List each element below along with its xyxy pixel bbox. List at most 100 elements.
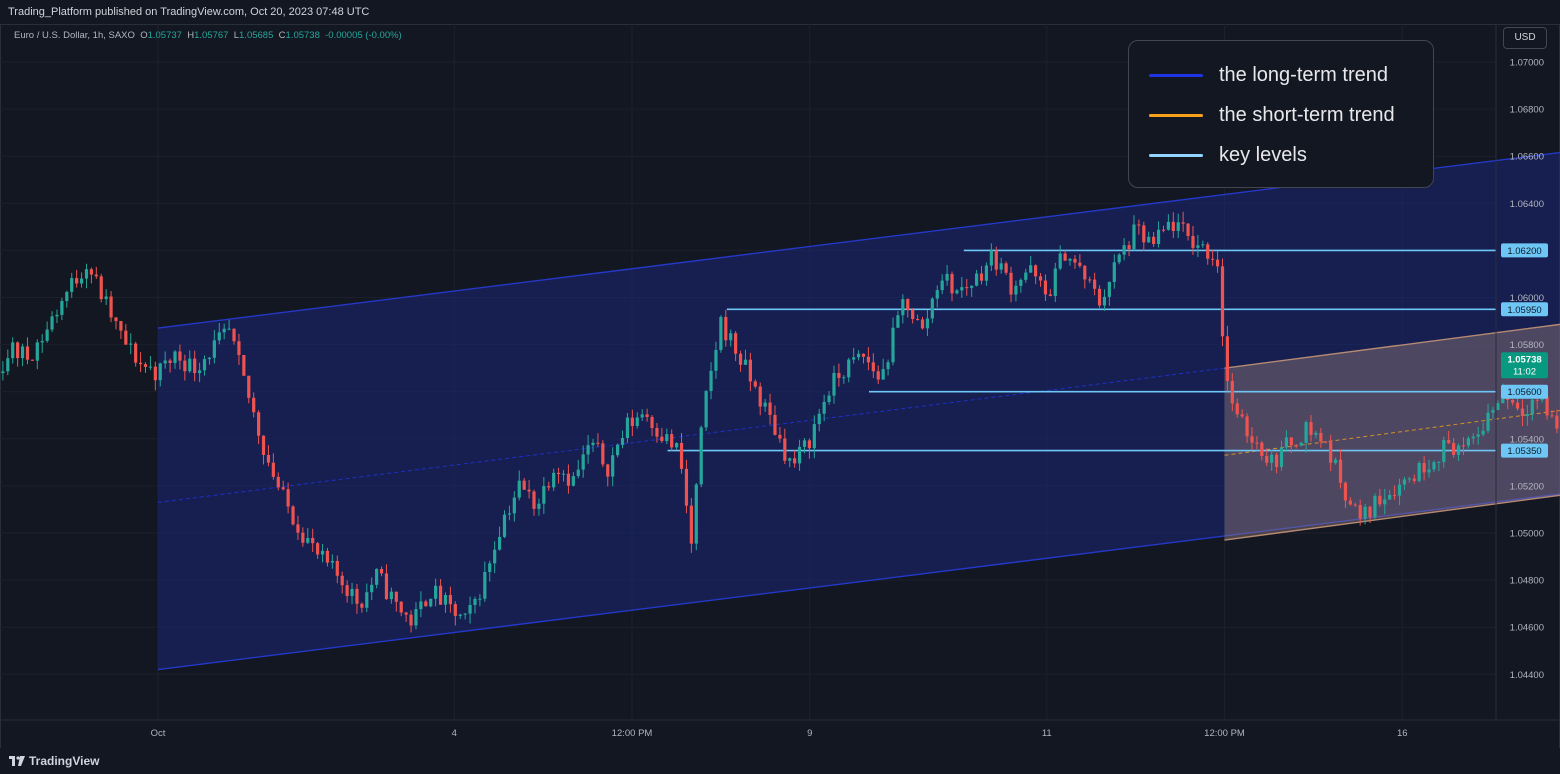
candle — [1383, 488, 1387, 515]
candle-body — [901, 299, 905, 316]
candle — [1093, 272, 1097, 296]
candle — [1324, 440, 1328, 444]
tradingview-logo[interactable]: TradingView — [9, 754, 99, 768]
candle — [719, 315, 723, 353]
candle-body — [340, 575, 344, 586]
candle — [970, 285, 974, 297]
candle-body — [566, 473, 571, 486]
key-level-badge[interactable] — [1501, 443, 1548, 458]
candle — [552, 468, 556, 491]
candle-body — [1535, 399, 1539, 401]
candle-body — [679, 442, 684, 469]
candle — [581, 445, 585, 478]
candle — [379, 566, 384, 577]
candle — [173, 350, 177, 369]
candle-body — [1166, 221, 1170, 230]
candle — [527, 480, 531, 499]
key-level-badge[interactable] — [1501, 384, 1548, 399]
candle-body — [1260, 442, 1264, 457]
price-tick-label: 1.04800 — [1510, 576, 1544, 587]
candle — [807, 438, 811, 459]
candle — [994, 246, 998, 276]
candle — [738, 350, 743, 372]
price-tick-label: 1.05400 — [1510, 434, 1544, 445]
footer: TradingView — [0, 748, 1560, 774]
candle-body — [1324, 441, 1328, 443]
candle-body — [675, 442, 679, 448]
candle-body — [881, 369, 885, 380]
key-level-lines[interactable] — [667, 249, 1496, 452]
key-level-badge[interactable] — [1501, 243, 1548, 258]
candle — [935, 285, 939, 308]
candle — [188, 350, 192, 373]
candle-body — [1220, 266, 1225, 337]
candle — [99, 273, 103, 303]
candle-body — [1034, 265, 1038, 277]
candle-body — [316, 543, 320, 555]
candle-body — [404, 612, 408, 615]
candle — [1048, 289, 1052, 297]
candle-body — [173, 351, 177, 363]
candle — [930, 297, 934, 324]
candle-body — [1422, 462, 1426, 473]
candle-body — [35, 342, 39, 361]
candle — [1009, 266, 1013, 303]
candle-body — [552, 472, 556, 488]
candle — [684, 459, 689, 514]
candle-body — [134, 343, 138, 363]
candle — [724, 309, 728, 347]
last-price-badge[interactable] — [1501, 352, 1548, 379]
key-level-badge[interactable] — [1501, 302, 1548, 317]
legend-box: the long-term trend the short-term trend… — [1128, 40, 1434, 188]
candle-body — [655, 427, 659, 437]
candle — [625, 412, 630, 443]
candle-body — [1476, 434, 1480, 437]
candle-body — [861, 353, 866, 357]
candle-body — [227, 328, 231, 330]
candle — [837, 363, 841, 387]
candle-body — [704, 391, 708, 428]
candle-body — [812, 424, 816, 449]
candle-body — [827, 395, 831, 402]
candle — [193, 350, 197, 382]
candle — [355, 584, 359, 614]
candle — [296, 515, 300, 540]
candle-body — [714, 350, 718, 371]
candle-body — [60, 300, 64, 315]
candle — [60, 297, 64, 321]
candle-body — [1250, 436, 1254, 443]
candle — [291, 505, 295, 526]
candle-body — [434, 585, 438, 599]
candle-body — [414, 609, 418, 626]
candle — [158, 362, 162, 387]
open-label: O — [140, 30, 148, 41]
time-tick-label: 12:00 PM — [1204, 728, 1245, 739]
candle-body — [925, 318, 930, 329]
candle — [65, 290, 69, 308]
candle — [1407, 476, 1411, 483]
currency-button[interactable]: USD — [1503, 27, 1547, 49]
candle-body — [1427, 469, 1431, 473]
candle-body — [852, 357, 856, 360]
price-tick-label: 1.05000 — [1510, 529, 1544, 540]
legend-swatch-long-term — [1149, 74, 1203, 77]
legend-label-short-term: the short-term trend — [1219, 104, 1395, 126]
candle — [1038, 272, 1043, 287]
candle-body — [940, 280, 944, 291]
candle-body — [1388, 495, 1392, 500]
candle-body — [183, 360, 187, 372]
long-term-channel-fill — [158, 152, 1560, 670]
candle — [1402, 476, 1407, 490]
price-axis[interactable]: 1.07000 1.06800 1.06600 1.06400 1.06200 1.060… — [1495, 24, 1548, 720]
candle — [1378, 488, 1382, 507]
candle-body — [468, 604, 472, 614]
candle — [163, 351, 167, 369]
candle — [1024, 268, 1028, 283]
candle-body — [1137, 224, 1141, 226]
candle — [1535, 396, 1539, 410]
candle-body — [1294, 445, 1298, 447]
candle-body — [1338, 459, 1343, 483]
candle-body — [920, 319, 925, 329]
